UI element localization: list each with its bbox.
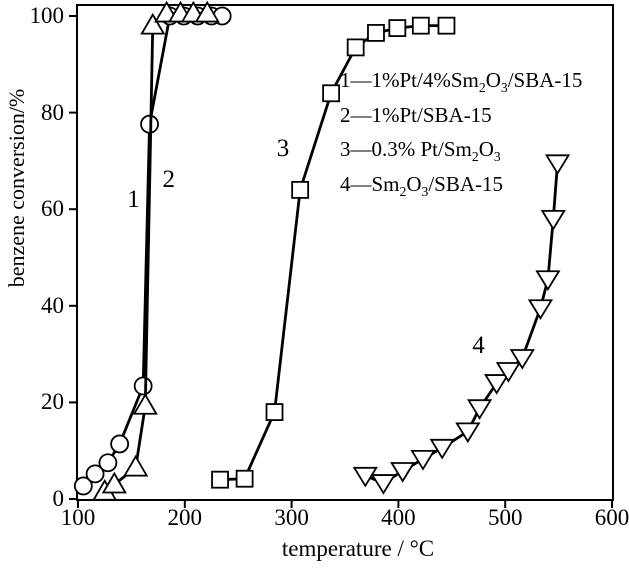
series-2-marker-triangle-up xyxy=(123,454,149,477)
series-3-marker-square xyxy=(346,38,365,57)
series-1-marker-circle xyxy=(85,464,105,484)
series-4-marker-triangle-down xyxy=(370,474,397,495)
series-4-marker-triangle-down xyxy=(484,374,510,395)
series-1-marker-circle xyxy=(110,434,130,454)
legend-item-1: 1—1%Pt/4%Sm2O3/SBA-15 xyxy=(340,68,583,96)
series-4-line xyxy=(364,163,559,485)
series-2-marker-triangle-up xyxy=(101,471,127,494)
series-4-marker-triangle-down xyxy=(410,450,436,471)
y-tick-label: 0 xyxy=(52,486,65,511)
curve-label-2: 2 xyxy=(162,166,176,194)
series-2-marker-triangle-up xyxy=(194,0,220,23)
series-4-marker-triangle-down xyxy=(495,362,522,383)
series-4-marker-triangle-down xyxy=(455,422,481,444)
series-3-marker-square xyxy=(211,470,229,489)
y-tick-label: 100 xyxy=(29,3,65,28)
curve-label-3: 3 xyxy=(276,134,290,162)
series-3-marker-square xyxy=(437,16,456,35)
series-4-marker-triangle-down xyxy=(544,154,571,176)
series-3-marker-square xyxy=(367,24,385,42)
series-1-marker-circle xyxy=(98,453,118,473)
series-4-marker-triangle-down xyxy=(540,209,566,231)
series-1-marker-circle xyxy=(73,476,93,496)
series-4-marker-triangle-down xyxy=(390,462,416,483)
x-tick-label: 600 xyxy=(594,505,629,530)
series-4-marker-triangle-down xyxy=(429,438,455,460)
series-3-marker-square xyxy=(265,403,284,421)
x-axis-title: temperature / °C xyxy=(281,536,435,561)
y-tick-label: 40 xyxy=(41,292,64,318)
series-3-marker-square xyxy=(388,19,407,37)
legend: 1—1%Pt/4%Sm2O3/SBA-15 2—1%Pt/SBA-15 3—0.… xyxy=(340,63,582,201)
y-axis-title: benzene conversion/% xyxy=(4,88,29,288)
plot-frame xyxy=(76,4,614,501)
x-tick-label: 100 xyxy=(60,505,96,530)
series-3-line xyxy=(219,24,447,482)
series-1-marker-circle xyxy=(133,376,153,396)
series-3-marker-square xyxy=(411,16,430,35)
series-3-marker-square xyxy=(235,469,254,488)
series-3-marker-square xyxy=(291,180,310,199)
series-4-marker-triangle-down xyxy=(527,299,554,320)
y-tick-label: 60 xyxy=(41,196,64,222)
series-4-marker-triangle-down xyxy=(352,466,378,488)
y-tick-label: 20 xyxy=(41,389,64,415)
series-4-marker-triangle-down xyxy=(466,399,493,420)
legend-item-3: 3—0.3% Pt/Sm2O3 xyxy=(340,137,501,165)
series-4-marker-triangle-down xyxy=(535,270,561,291)
y-tick-label: 80 xyxy=(41,99,64,125)
legend-item-2: 2—1%Pt/SBA-15 xyxy=(340,102,492,127)
series-3-marker-square xyxy=(322,84,341,103)
legend-item-4: 4—Sm2O3/SBA-15 xyxy=(340,171,504,199)
curve-label-1: 1 xyxy=(127,185,140,213)
x-tick-label: 500 xyxy=(487,505,523,530)
series-2-marker-triangle-up xyxy=(140,12,166,35)
curve-label-4: 4 xyxy=(472,331,485,359)
series-4-marker-triangle-down xyxy=(509,349,535,370)
x-tick-label: 400 xyxy=(381,505,416,530)
x-tick-label: 200 xyxy=(167,505,203,530)
series-2-marker-triangle-up xyxy=(132,392,158,415)
x-tick-label: 300 xyxy=(274,505,309,530)
